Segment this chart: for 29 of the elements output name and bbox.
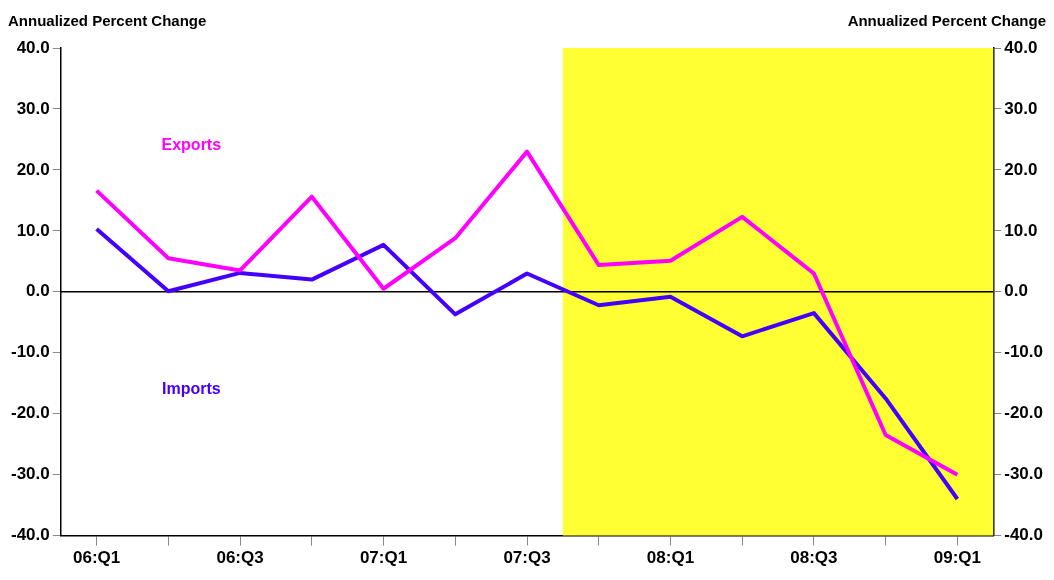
x-tick-label: 09:Q1	[933, 548, 982, 568]
y2-tick-label: 40.0	[1004, 37, 1038, 57]
y2-tick-label: -20.0	[1004, 403, 1043, 423]
y2-axis-title: Annualized Percent Change	[847, 12, 1046, 29]
y2-tick-label: 30.0	[1004, 98, 1038, 118]
y-tick-label: 10.0	[16, 220, 50, 240]
y-tick-label: 20.0	[16, 159, 50, 179]
y2-tick-label: 0.0	[1004, 281, 1028, 301]
x-tick-label: 06:Q3	[216, 548, 264, 568]
x-tick-label: 07:Q3	[503, 548, 551, 568]
y2-tick-label: -40.0	[1004, 525, 1043, 545]
y-tick-label: -10.0	[11, 342, 50, 362]
y-tick-label: -40.0	[11, 525, 50, 545]
y-tick-label: -30.0	[11, 464, 50, 484]
y-tick-label: 0.0	[26, 281, 50, 301]
y2-tick-label: 20.0	[1004, 159, 1038, 179]
x-tick-label: 06:Q1	[72, 548, 121, 568]
x-tick-label: 07:Q1	[359, 548, 408, 568]
x-tick-label: 08:Q1	[646, 548, 695, 568]
y2-tick-label: 10.0	[1004, 220, 1038, 240]
y2-tick-label: -10.0	[1004, 342, 1043, 362]
y-tick-label: 40.0	[16, 37, 50, 57]
y-axis-title: Annualized Percent Change	[8, 12, 207, 29]
x-tick-label: 08:Q3	[790, 548, 838, 568]
y-tick-label: -20.0	[11, 403, 50, 423]
y-tick-label: 30.0	[16, 98, 50, 118]
text: Imports	[161, 379, 221, 397]
text: Exports	[161, 135, 222, 153]
y2-tick-label: -30.0	[1004, 464, 1043, 484]
